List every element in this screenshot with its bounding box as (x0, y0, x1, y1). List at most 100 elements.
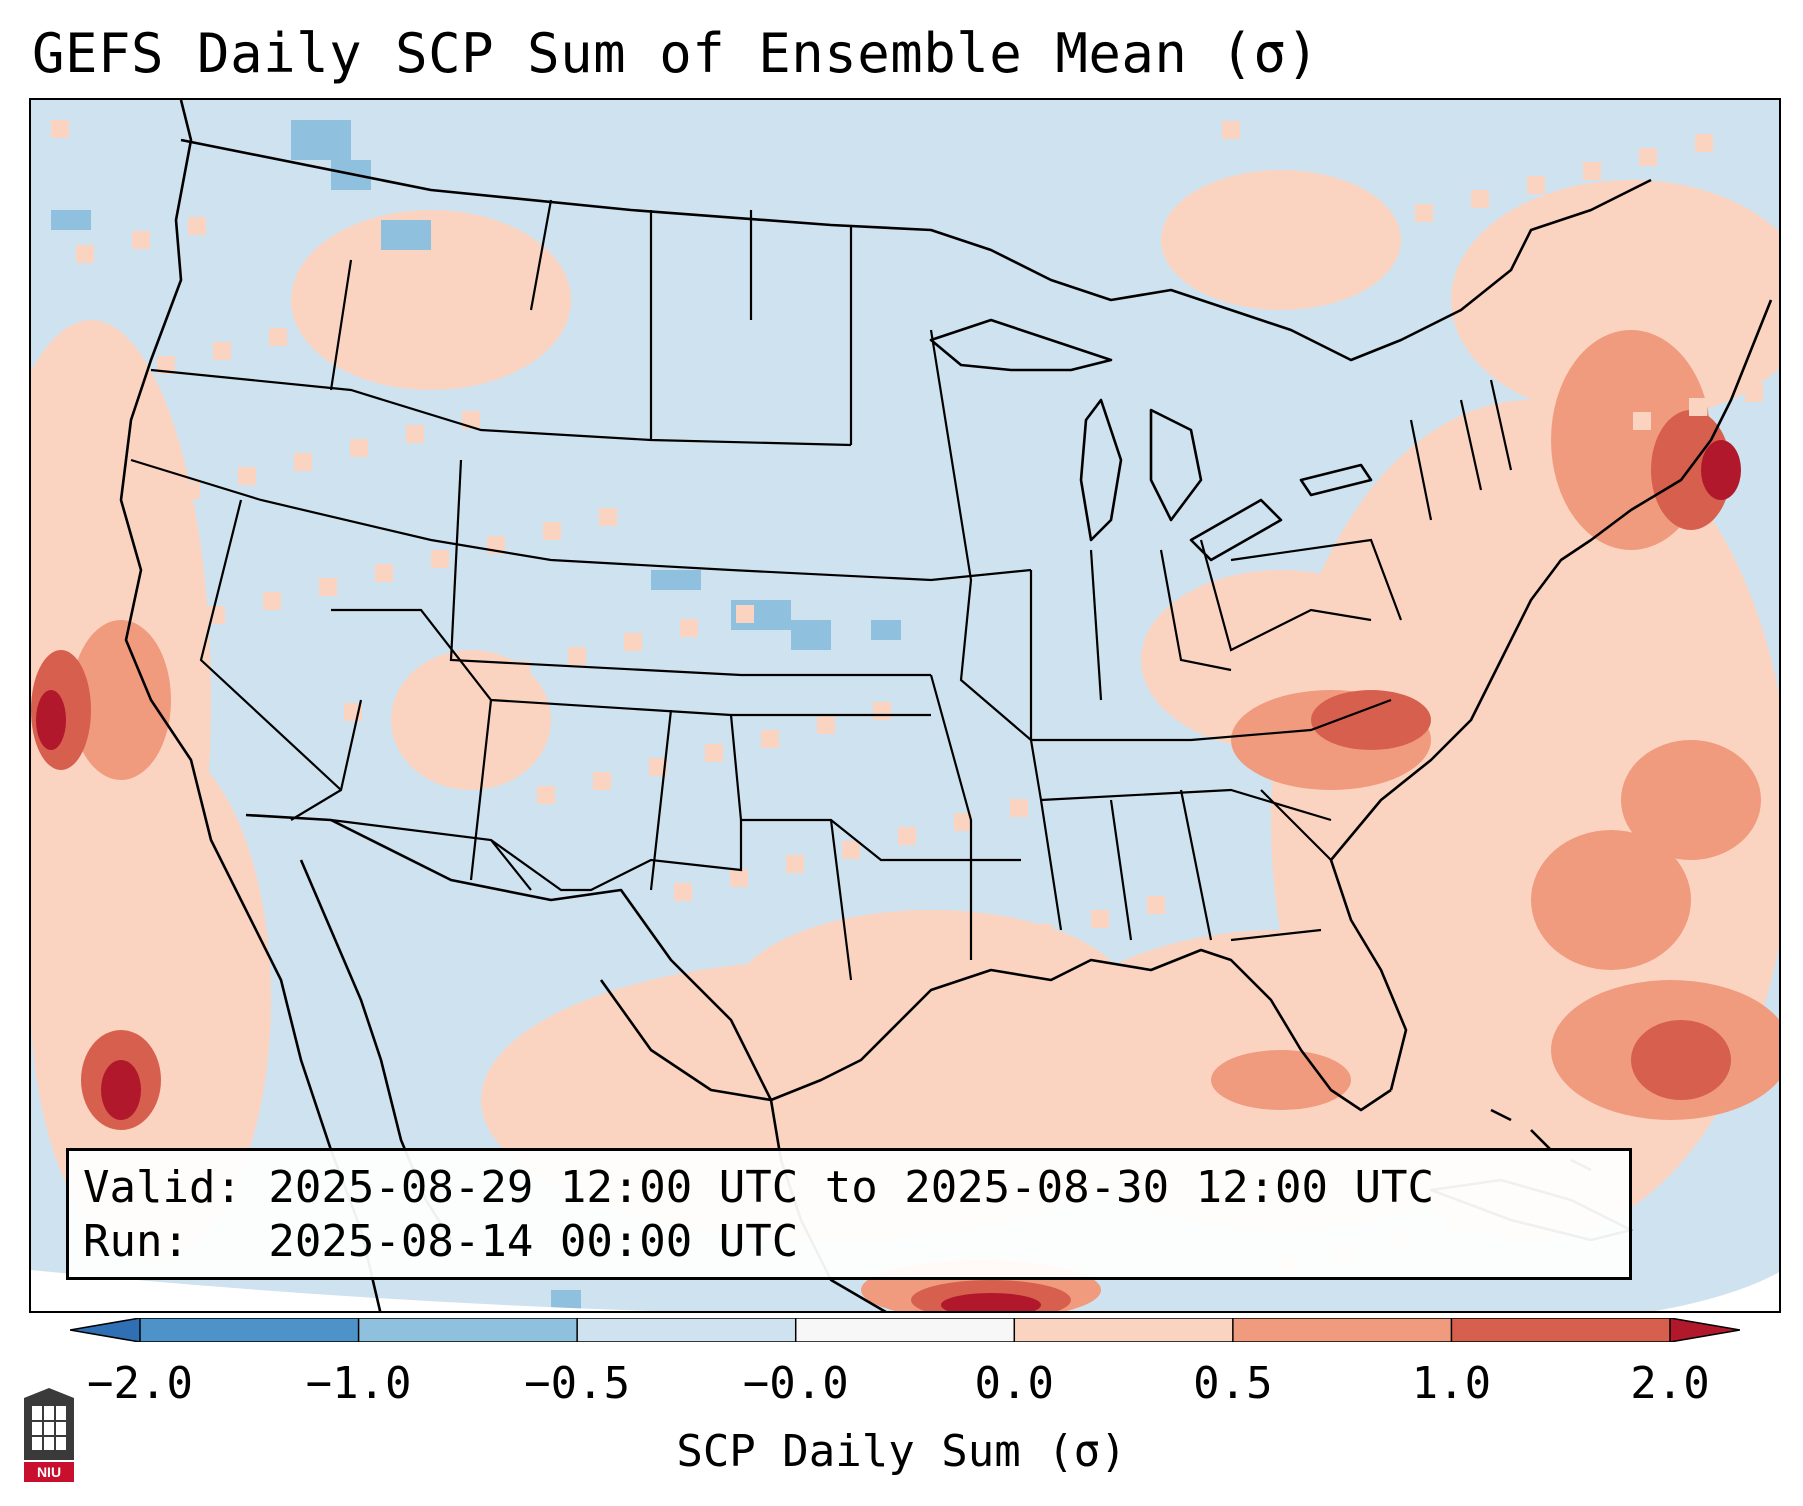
anomaly-cell (873, 702, 891, 720)
anomaly-cell (1010, 799, 1028, 817)
anomaly-cell (624, 633, 642, 651)
mexico-border (245, 813, 773, 1101)
anomaly-cell (1496, 315, 1514, 333)
anomaly-patch (1311, 690, 1431, 750)
anomaly-cell (842, 841, 860, 859)
anomaly-cell (674, 883, 692, 901)
colorbar-tick-labels: −2.0 −1.0 −0.5 −0.0 0.0 0.5 1.0 2.0 (0, 1358, 1803, 1418)
colorbar-label: SCP Daily Sum (σ) (676, 1426, 1127, 1477)
anomaly-cell (350, 439, 368, 457)
anomaly-cell (1720, 259, 1738, 277)
anomaly-patch (71, 620, 171, 780)
anomaly-cell (1116, 1035, 1134, 1053)
anomaly-cell (1471, 190, 1489, 208)
chart-title: GEFS Daily SCP Sum of Ensemble Mean (σ) (32, 22, 1320, 85)
anomaly-cell (1608, 287, 1626, 305)
anomaly-cell (1552, 301, 1570, 319)
anomaly-patch (36, 690, 66, 750)
anomaly-patch (1701, 440, 1741, 500)
anomaly-cell (537, 786, 555, 804)
colorbar-bin (1451, 1318, 1671, 1342)
anomaly-cell (1004, 1063, 1022, 1081)
anomaly-cell (593, 772, 611, 790)
anomaly-patch (31, 740, 271, 1260)
anomaly-cell (375, 564, 393, 582)
state-borders (130, 199, 1513, 981)
anomaly-cell (1359, 218, 1377, 236)
lake-huron (1149, 408, 1203, 522)
anomaly-cell (1284, 993, 1302, 1011)
anomaly-cell (1060, 1049, 1078, 1067)
anomaly-cell (213, 342, 231, 360)
anomaly-cell (1147, 896, 1165, 914)
anomaly-cell (954, 813, 972, 831)
pacific-coastline (119, 100, 382, 1311)
anomaly-cell (319, 578, 337, 596)
colorbar-bin (1232, 1318, 1452, 1342)
anomaly-cell (948, 1077, 966, 1095)
niu-logo: NIU (24, 1388, 74, 1482)
valid-time-text: Valid: 2025-08-29 12:00 UTC to 2025-08-3… (83, 1162, 1435, 1213)
anomaly-cell (1639, 148, 1657, 166)
anomaly-cell (1421, 1090, 1439, 1108)
anomaly-cell (269, 328, 287, 346)
anomaly-cell (786, 855, 804, 873)
anomaly-cell (817, 716, 835, 734)
anomaly-cell (126, 495, 144, 513)
anomaly-cell (51, 120, 69, 138)
colorbar-tick-label: −2.0 (87, 1358, 193, 1409)
anomaly-cell (1527, 176, 1545, 194)
anomaly-patch (1631, 1020, 1731, 1100)
colorbar-tick-label: 0.5 (1193, 1358, 1273, 1409)
lake-michigan (1079, 398, 1123, 542)
logo-text: NIU (37, 1464, 61, 1480)
anomaly-cell (182, 481, 200, 499)
anomaly-patch (941, 1293, 1041, 1311)
anomaly-cell (1365, 1104, 1383, 1122)
anomaly-cell (791, 620, 831, 650)
anomaly-patch (1531, 830, 1691, 970)
anomaly-cell (1695, 134, 1713, 152)
anomaly-cell (543, 522, 561, 540)
anomaly-cell (871, 620, 901, 640)
anomaly-cell (1664, 273, 1682, 291)
anomaly-cell (157, 356, 175, 374)
anomaly-cell (730, 869, 748, 887)
anomaly-patch (1161, 170, 1401, 310)
anomaly-cell (867, 966, 885, 984)
colorbar-tick-label: −0.0 (742, 1358, 849, 1409)
run-time-text: Run: 2025-08-14 00:00 UTC (83, 1216, 799, 1267)
anomaly-cell (1689, 398, 1707, 416)
anomaly-cell (649, 758, 667, 776)
anomaly-cell (456, 675, 474, 693)
anomaly-cell (811, 980, 829, 998)
colorbar-tick-label: 1.0 (1411, 1358, 1492, 1409)
anomaly-cell (132, 231, 150, 249)
anomaly-cell (51, 210, 91, 230)
off-map-area (31, 1270, 653, 1311)
anomaly-cell (1035, 924, 1053, 942)
valid-run-info-box: Valid: 2025-08-29 12:00 UTC to 2025-08-3… (66, 1148, 1632, 1280)
colorbar-bin (1014, 1318, 1234, 1342)
anomaly-cell (551, 1290, 581, 1310)
canada-border (180, 138, 1652, 362)
anomaly-patch (1391, 430, 1571, 670)
anomaly-patch (391, 650, 551, 790)
map-panel (29, 98, 1781, 1313)
map-svg (31, 100, 1779, 1311)
anomaly-cell (736, 605, 754, 623)
anomaly-cell (898, 827, 916, 845)
lake-superior (929, 318, 1113, 372)
colorbar-bin (795, 1318, 1015, 1342)
anomaly-cell (188, 217, 206, 235)
anomaly-cell (1172, 1021, 1190, 1039)
colorbar-bin (140, 1318, 360, 1342)
atlantic-coastline (1329, 299, 1773, 1091)
anomaly-cell (70, 509, 88, 527)
colorbar-bin (70, 1318, 140, 1342)
anomaly-patch (101, 1060, 141, 1120)
anomaly-cell (1253, 1132, 1271, 1150)
anomaly-cell (1415, 204, 1433, 222)
anomaly-cell (761, 730, 779, 748)
off-map-area-right (1655, 1272, 1779, 1311)
